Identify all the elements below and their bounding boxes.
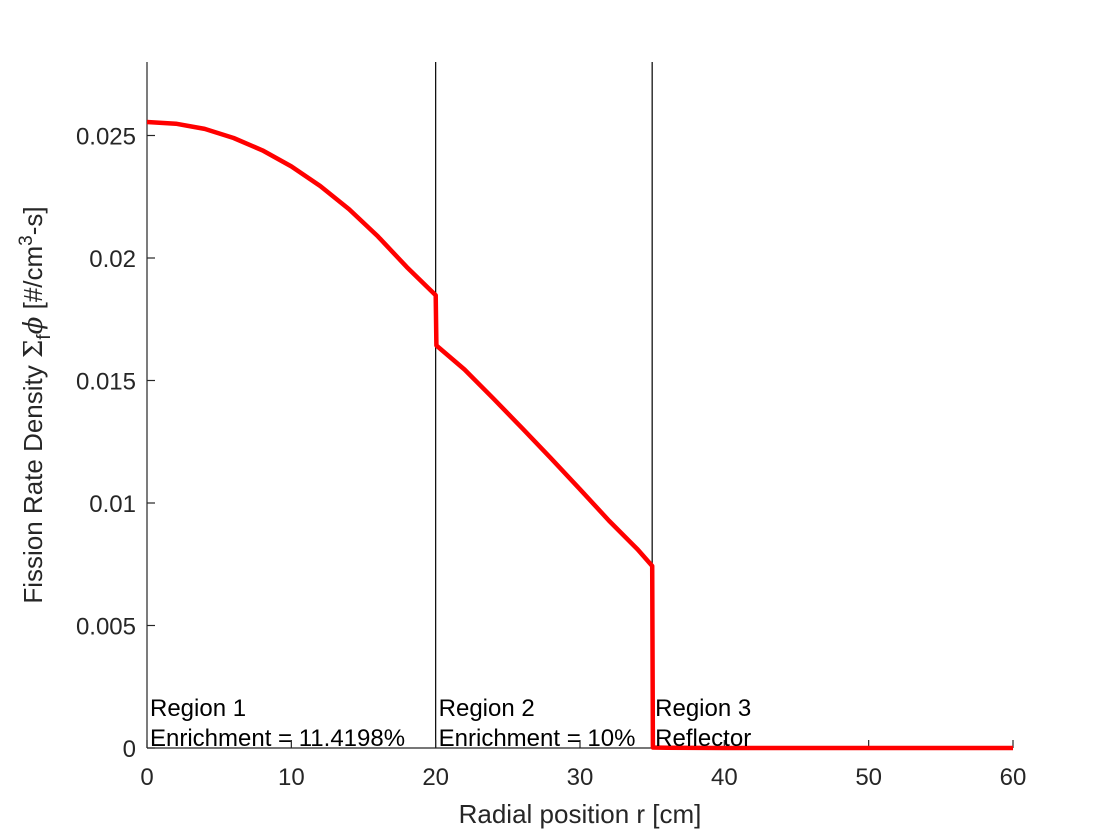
y-axis-title-phi: ϕ	[19, 316, 49, 334]
y-axis-title-sigma: Σ	[19, 340, 49, 358]
y-tick-label: 0.02	[89, 246, 136, 273]
region-labels: Region 1 Enrichment = 11.4198% Region 2 Enr…	[150, 695, 751, 752]
region-name-label: Region 1	[150, 695, 246, 722]
y-axis-title-subscript: f	[34, 334, 55, 340]
region-detail-label: Reflector	[655, 725, 751, 752]
x-tick-label: 40	[711, 764, 738, 791]
x-tick-label: 50	[855, 764, 882, 791]
x-tick-label: 30	[567, 764, 594, 791]
region-detail-label: Enrichment = 10%	[439, 725, 636, 752]
region-detail-label: Enrichment = 11.4198%	[150, 725, 405, 752]
x-axis-title: Radial position r [cm]	[459, 799, 702, 829]
y-axis-title-superscript: 3	[16, 235, 37, 246]
x-tick-label: 20	[422, 764, 449, 791]
y-axis-title: Fission Rate Density Σfϕ [#/cm3-s]	[16, 206, 55, 603]
region-name-label: Region 2	[439, 695, 535, 722]
region-boundaries	[435, 62, 653, 748]
x-tick-label: 60	[1000, 764, 1027, 791]
x-tick-label: 0	[140, 764, 153, 791]
y-axis-title-unit-open: [#/cm	[18, 246, 48, 317]
y-tick-label: 0.025	[76, 124, 136, 151]
y-tick-label: 0.015	[76, 369, 136, 396]
fission-rate-line	[146, 119, 1013, 751]
y-tick-label: 0	[123, 736, 136, 763]
y-axis-title-prefix: Fission Rate Density	[18, 358, 48, 604]
y-tick-label: 0.01	[89, 491, 136, 518]
axes: 0 10 20 30 40 50 60 0 0.005 0.01 0.015 0.02 0.025	[76, 62, 1026, 791]
y-axis-title-unit-close: -s]	[18, 206, 48, 235]
x-tick-label: 10	[278, 764, 305, 791]
y-tick-label: 0.005	[76, 614, 136, 641]
series	[146, 119, 1013, 751]
region-name-label: Region 3	[655, 695, 751, 722]
